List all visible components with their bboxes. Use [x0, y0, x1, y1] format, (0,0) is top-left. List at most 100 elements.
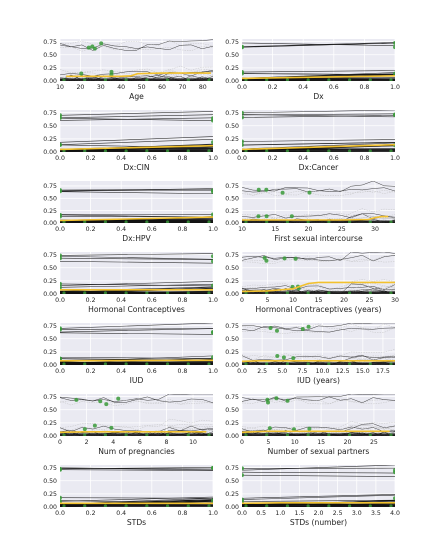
x-tick-label: 20: [340, 297, 348, 304]
ice-marker: [347, 149, 352, 152]
ice-marker: [60, 142, 62, 147]
ice-marker: [289, 214, 294, 219]
ice-marker: [244, 504, 248, 507]
x-tick-label: 0.4: [298, 84, 308, 91]
x-tick-label: 0.8: [177, 155, 187, 162]
ice-marker: [262, 255, 267, 260]
ice-line: [242, 255, 395, 262]
ice-marker: [83, 291, 87, 294]
ice-marker: [145, 149, 149, 152]
ice-marker: [242, 110, 244, 115]
y-tick-label: 0.00: [225, 220, 239, 227]
subplot-7: 0 5 10 15 20 25 30 0.00 0.25 0.50 0.75 Hormonal Con…: [225, 252, 399, 314]
x-tick-label: 1.0: [275, 510, 285, 517]
subplot-3: 0.0 0.2 0.4 0.6 0.8 1.0 0.00 0.25 0.50 0.75 Dx:Can…: [225, 110, 400, 172]
ice-marker: [103, 291, 108, 294]
x-tick-label: 12.5: [336, 368, 350, 375]
ice-marker: [285, 149, 290, 152]
x-tick-label: 0.8: [177, 368, 187, 375]
ice-marker: [86, 45, 91, 50]
y-tick-label: 0.25: [225, 65, 239, 72]
ice-marker: [242, 71, 244, 76]
ice-marker: [186, 504, 190, 507]
ice-marker: [285, 78, 290, 81]
x-tick-label: 0.6: [147, 510, 157, 517]
x-tick-label: 0.2: [268, 84, 278, 91]
ice-marker: [242, 115, 244, 120]
ice-marker: [285, 433, 290, 436]
ice-lines: [60, 253, 213, 294]
ice-marker: [83, 504, 87, 507]
ice-dense-band: [60, 149, 213, 152]
subplot-6: 0.0 0.2 0.4 0.6 0.8 1.0 0.00 0.25 0.50 0.75 Hormon…: [43, 252, 218, 314]
ice-line: [242, 115, 395, 118]
x-tick-label: 0.2: [86, 226, 96, 233]
x-tick-label: 0.6: [147, 155, 157, 162]
ice-line: [60, 191, 213, 195]
ice-marker: [83, 220, 87, 223]
ice-marker: [83, 149, 87, 152]
ice-marker: [60, 285, 62, 290]
ice-marker: [211, 189, 213, 194]
ice-marker: [306, 291, 310, 294]
y-tick-label: 0.75: [225, 252, 239, 259]
ice-marker: [109, 69, 114, 74]
ice-marker: [244, 362, 248, 365]
x-tick-label: 5: [266, 439, 270, 446]
y-tick-label: 0.25: [225, 420, 239, 427]
ice-marker: [389, 362, 393, 365]
ice-line: [242, 114, 395, 118]
ice-marker: [116, 396, 121, 401]
x-tick-label: 0.2: [86, 368, 96, 375]
ice-marker: [60, 467, 62, 472]
x-tick-label: 0.0: [55, 368, 65, 375]
x-tick-label: 3.0: [352, 510, 362, 517]
ice-marker: [274, 328, 279, 333]
x-tick-label: 6: [138, 439, 142, 446]
ice-marker: [274, 396, 279, 401]
x-tick-label: 0.0: [237, 368, 247, 375]
ice-line: [242, 474, 395, 477]
y-tick-label: 0.00: [43, 220, 57, 227]
ice-marker: [265, 291, 269, 294]
ice-marker: [124, 362, 128, 365]
x-tick-label: 25: [338, 226, 346, 233]
ice-line: [242, 326, 395, 333]
ice-marker: [285, 398, 290, 403]
ice-marker: [211, 259, 213, 264]
ice-marker: [124, 433, 128, 436]
ice-marker: [393, 496, 395, 501]
ice-marker: [256, 214, 261, 219]
ice-marker: [268, 326, 273, 331]
ice-line: [242, 354, 395, 361]
x-axis-label: Num of pregnancies: [98, 447, 175, 456]
ice-marker: [389, 504, 393, 507]
ice-line: [60, 253, 213, 256]
y-tick-label: 0.75: [43, 252, 57, 259]
y-tick-label: 0.00: [225, 149, 239, 156]
ice-line: [60, 469, 213, 471]
x-tick-label: 0.4: [116, 297, 126, 304]
x-tick-label: 8: [164, 439, 168, 446]
x-tick-label: 0: [240, 439, 244, 446]
ice-line: [60, 356, 213, 359]
ice-marker: [368, 220, 372, 223]
ice-marker: [327, 78, 331, 81]
ice-marker: [103, 220, 108, 223]
ice-line: [60, 328, 213, 333]
ice-marker: [82, 427, 87, 432]
ice-marker: [306, 504, 310, 507]
x-tick-label: 0.0: [237, 84, 247, 91]
ice-marker: [285, 291, 290, 294]
ice-marker: [90, 44, 95, 49]
average-curve: [60, 144, 213, 151]
ice-marker: [109, 425, 114, 430]
x-tick-label: 0.2: [86, 297, 96, 304]
ice-line: [60, 138, 213, 146]
ice-marker: [60, 214, 62, 219]
ice-marker: [103, 362, 108, 365]
ice-marker: [83, 362, 87, 365]
x-axis-label: Dx:Cancer: [299, 163, 340, 172]
ice-marker: [207, 433, 211, 436]
subplot-10: 0 2 4 6 8 10 0.00 0.25 0.50 0.75 Num of pregnancie…: [43, 394, 213, 456]
